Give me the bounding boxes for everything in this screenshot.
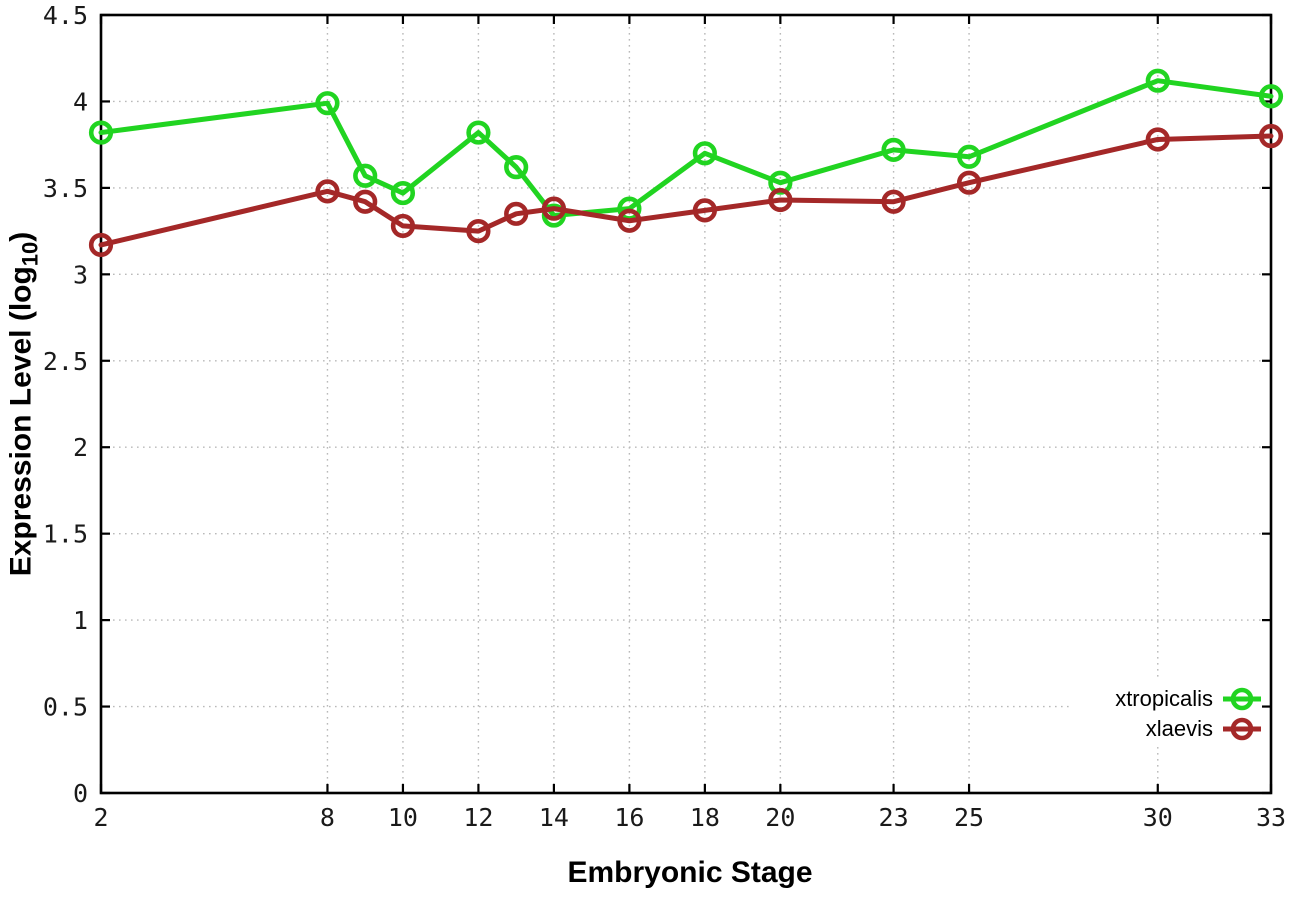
data-point-xlaevis: [1145, 127, 1170, 152]
x-tick-label: 25: [954, 803, 984, 832]
data-point-xtropicalis: [315, 91, 340, 116]
x-tick-label: 16: [614, 803, 644, 832]
data-point-xtropicalis: [768, 170, 793, 195]
data-point-xtropicalis: [466, 120, 491, 145]
x-tick-label: 10: [388, 803, 418, 832]
y-tick-label: 4.5: [43, 1, 88, 30]
data-point-xtropicalis: [1145, 68, 1170, 93]
legend-item-xlaevis: xlaevis: [1115, 714, 1262, 744]
y-tick-label: 1: [73, 606, 88, 635]
data-point-xlaevis: [466, 219, 491, 244]
y-tick-label: 0.5: [43, 693, 88, 722]
data-point-xlaevis: [956, 170, 982, 195]
data-point-xlaevis: [504, 201, 529, 226]
data-point-xlaevis: [88, 232, 114, 258]
data-point-xtropicalis: [390, 180, 416, 206]
y-axis-label-suffix: ): [4, 231, 38, 242]
data-point-xlaevis: [315, 179, 340, 204]
y-axis-label: Expression Level (log10): [5, 232, 44, 577]
x-tick-label: 23: [879, 803, 909, 832]
data-point-xtropicalis: [353, 163, 378, 188]
data-point-xtropicalis: [956, 144, 982, 169]
x-tick-label: 14: [539, 803, 569, 832]
y-tick-label: 1.5: [43, 520, 88, 549]
data-point-xlaevis: [692, 198, 717, 223]
legend-label-xtropicalis: xtropicalis: [1115, 686, 1213, 711]
y-axis-label-text: Expression Level (log: [4, 266, 38, 577]
data-point-xtropicalis: [88, 120, 114, 145]
y-tick-label: 2.5: [43, 347, 88, 376]
data-point-xlaevis: [768, 187, 793, 213]
legend-marker-xlaevis: [1222, 716, 1262, 742]
legend-label-xlaevis: xlaevis: [1145, 716, 1213, 741]
y-tick-label: 3: [73, 260, 88, 289]
legend-marker-xtropicalis: [1222, 686, 1262, 712]
legend: xtropicalis xlaevis: [1101, 683, 1262, 745]
y-tick-label: 2: [73, 433, 88, 462]
x-tick-label: 30: [1143, 803, 1173, 832]
data-point-xtropicalis: [881, 137, 906, 162]
y-tick-label: 3.5: [43, 174, 88, 203]
data-point-xlaevis: [617, 208, 642, 233]
series-line-xtropicalis: [98, 78, 1274, 219]
x-tick-label: 12: [463, 803, 493, 832]
data-point-xtropicalis: [1258, 84, 1284, 109]
data-point-xtropicalis: [692, 141, 717, 166]
data-point-xlaevis: [881, 189, 906, 214]
plot-border: [99, 13, 1273, 795]
data-point-xlaevis: [390, 213, 416, 239]
x-tick-label: 8: [320, 803, 335, 832]
data-point-xlaevis: [353, 189, 378, 214]
x-tick-label: 18: [690, 803, 720, 832]
x-tick-label: 33: [1256, 803, 1286, 832]
series-line-xlaevis: [98, 133, 1274, 248]
x-axis-label: Embryonic Stage: [567, 856, 813, 889]
data-point-xtropicalis: [504, 155, 529, 180]
y-tick-label: 4: [73, 87, 88, 116]
data-point-xlaevis: [541, 196, 567, 221]
legend-item-xtropicalis: xtropicalis: [1115, 684, 1262, 714]
x-tick-label: 2: [93, 803, 108, 832]
x-tick-label: 20: [765, 803, 795, 832]
y-axis-label-subscript: 10: [17, 241, 43, 267]
y-tick-label: 0: [73, 779, 88, 808]
data-point-xlaevis: [1258, 123, 1284, 149]
